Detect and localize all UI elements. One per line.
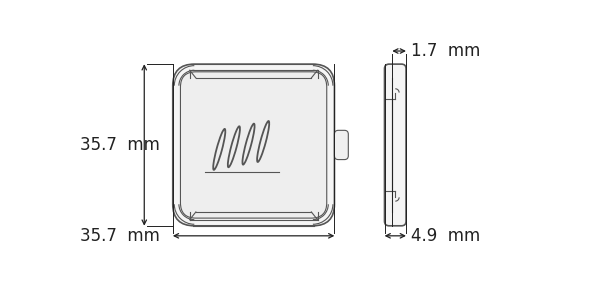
Text: 35.7  mm: 35.7 mm xyxy=(80,227,160,245)
FancyBboxPatch shape xyxy=(181,72,327,218)
Text: 1.7  mm: 1.7 mm xyxy=(410,42,480,60)
FancyBboxPatch shape xyxy=(334,130,349,160)
FancyBboxPatch shape xyxy=(173,64,334,226)
Text: 4.9  mm: 4.9 mm xyxy=(410,227,480,245)
FancyBboxPatch shape xyxy=(385,64,406,226)
Text: 35.7  mm: 35.7 mm xyxy=(80,136,160,154)
